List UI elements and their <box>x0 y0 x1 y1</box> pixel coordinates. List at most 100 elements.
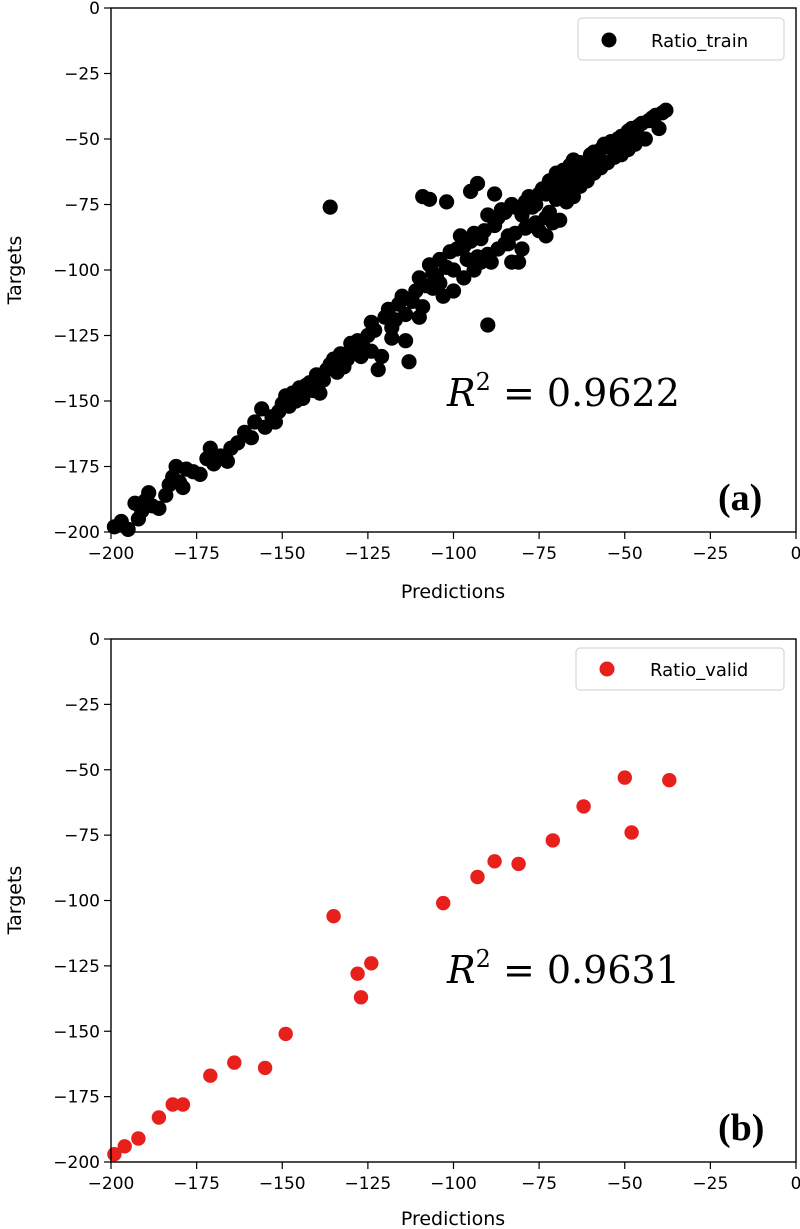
panel-b-point-15 <box>470 869 485 885</box>
panel-b-y-axis-label: Targets <box>4 866 26 936</box>
panel-a-points <box>106 102 674 538</box>
panel-a-y-tick-label: −200 <box>53 523 100 543</box>
panel-a-point-149 <box>439 194 455 210</box>
panel-a-legend-frame <box>577 17 785 61</box>
panel-a-point-7 <box>141 485 157 501</box>
panel-a-point-168 <box>363 343 379 359</box>
panel-b-point-21 <box>624 825 639 840</box>
panel-b-point-9 <box>278 1026 293 1042</box>
panel-a-point-20 <box>202 440 218 456</box>
panel-b-y-tick-label: −50 <box>64 761 100 781</box>
panel-b-r2-symbol: R <box>446 948 476 992</box>
panel-b-x-tick-label: −25 <box>692 1174 728 1194</box>
panel-b-x-ticks: −200 −175 −150 −125 −100 −75 −50 −25 0 <box>88 1162 800 1194</box>
panel-a-point-2 <box>120 521 136 538</box>
panel-b-r2-value: = 0.9631 <box>491 948 680 992</box>
panel-a-point-153 <box>487 186 503 202</box>
panel-a-point-148 <box>421 191 438 207</box>
panel-a-point-173 <box>432 275 448 291</box>
panel-a-y-tick-label: −75 <box>64 196 100 216</box>
panel-b-point-20 <box>617 770 632 785</box>
panel-a-x-tick-label: −150 <box>259 544 306 564</box>
panel-a-point-27 <box>243 430 259 446</box>
panel-b-point-8 <box>257 1060 273 1076</box>
panel-b-point-1 <box>117 1139 132 1154</box>
panel-b-plot-frame <box>110 638 797 1163</box>
panel-b-point-18 <box>545 833 560 848</box>
panel-b-points <box>107 770 677 1162</box>
panel-b-point-11 <box>350 966 365 981</box>
panel-a-point-40 <box>295 390 311 406</box>
panel-a-point-84 <box>445 262 462 278</box>
panel-b-y-ticks: −200 −175 −150 −125 −100 −75 −50 −25 0 <box>53 630 111 1173</box>
panel-a-x-tick-label: −125 <box>345 544 392 564</box>
panel-b-point-19 <box>576 799 591 814</box>
panel-b-x-tick-label: −200 <box>88 1174 135 1194</box>
panel-a-point-9 <box>151 500 167 516</box>
panel-b-y-tick-label: 0 <box>89 630 100 650</box>
panel-a-point-170 <box>398 333 414 349</box>
panel-b-x-tick-label: 0 <box>791 1174 800 1194</box>
panel-b-point-17 <box>511 856 526 872</box>
panel-a-r2-value: = 0.9622 <box>491 371 680 415</box>
panel-b-x-tick-label: −75 <box>521 1174 557 1194</box>
panel-a-point-183 <box>528 215 544 231</box>
panel-b-y-tick-label: −100 <box>53 892 100 912</box>
panel-a-label: (a) <box>718 477 762 519</box>
panel-a-x-tick-label: −100 <box>430 544 477 564</box>
panel-b-label: (b) <box>718 1107 764 1149</box>
panel-a-point-15 <box>175 479 191 496</box>
panel-a-point-71 <box>401 354 417 370</box>
panel-a-y-tick-label: −150 <box>53 392 100 412</box>
panel-b-x-tick-label: −50 <box>607 1174 643 1194</box>
panel-b-point-13 <box>364 956 379 971</box>
panel-a-x-axis-label: Predictions <box>401 581 505 603</box>
panel-a: −200 −175 −150 −125 −100 −75 −50 −25 0 −200−175−… <box>4 0 800 603</box>
panel-a-x-tick-label: −200 <box>88 544 135 564</box>
panel-a-point-167 <box>339 351 355 367</box>
panel-b-x-tick-label: −150 <box>259 1174 306 1194</box>
panel-b-y-tick-label: −125 <box>53 957 100 977</box>
panel-a-x-tick-label: 0 <box>791 544 800 564</box>
panel-a-point-151 <box>469 175 486 192</box>
panel-a-point-146 <box>658 102 674 118</box>
panel-a-r2-exponent: 2 <box>476 368 491 396</box>
panel-a-r2-annotation: R2 = 0.9622 <box>446 368 680 415</box>
panel-b-x-tick-label: −100 <box>430 1174 477 1194</box>
panel-a-point-62 <box>370 362 386 378</box>
panel-b-legend: Ratio_valid <box>575 647 785 691</box>
panel-b-point-14 <box>436 895 451 911</box>
panel-b-point-10 <box>326 909 341 924</box>
panel-a-point-104 <box>514 207 530 223</box>
panel-b-r2-annotation: R2 = 0.9631 <box>446 945 680 992</box>
panel-a-point-29 <box>254 401 270 417</box>
panel-a-point-184 <box>538 228 554 244</box>
panel-a-point-48 <box>322 199 338 215</box>
panel-b-x-tick-label: −125 <box>345 1174 392 1194</box>
panel-b-point-7 <box>227 1055 242 1070</box>
panel-a-y-tick-label: −175 <box>53 458 100 478</box>
panel-a-point-94 <box>480 317 496 333</box>
panel-a-x-tick-label: −25 <box>692 544 728 564</box>
panel-a-point-155 <box>504 254 520 270</box>
panel-b-y-tick-label: −175 <box>53 1088 100 1108</box>
panel-a-point-174 <box>445 283 462 299</box>
panel-b-point-4 <box>165 1097 180 1112</box>
panel-b-point-12 <box>353 990 369 1005</box>
panel-a-x-ticks: −200 −175 −150 −125 −100 −75 −50 −25 0 <box>88 532 800 564</box>
panel-a-point-144 <box>651 120 667 137</box>
panel-a-x-tick-label: −175 <box>173 544 220 564</box>
panel-a-legend-marker <box>601 32 617 48</box>
panel-b-r2-exponent: 2 <box>476 945 491 973</box>
panel-a-point-171 <box>411 309 427 325</box>
panel-a-point-18 <box>192 466 208 482</box>
panel-a-legend: Ratio_train <box>577 17 785 61</box>
panel-a-y-axis-label: Targets <box>4 236 26 306</box>
panel-a-x-tick-label: −50 <box>607 544 643 564</box>
panel-a-point-169 <box>384 330 400 346</box>
panel-b-point-22 <box>662 773 677 788</box>
panel-a-x-tick-label: −75 <box>521 544 557 564</box>
panel-b-point-5 <box>175 1097 191 1112</box>
panel-b-point-16 <box>487 854 502 869</box>
